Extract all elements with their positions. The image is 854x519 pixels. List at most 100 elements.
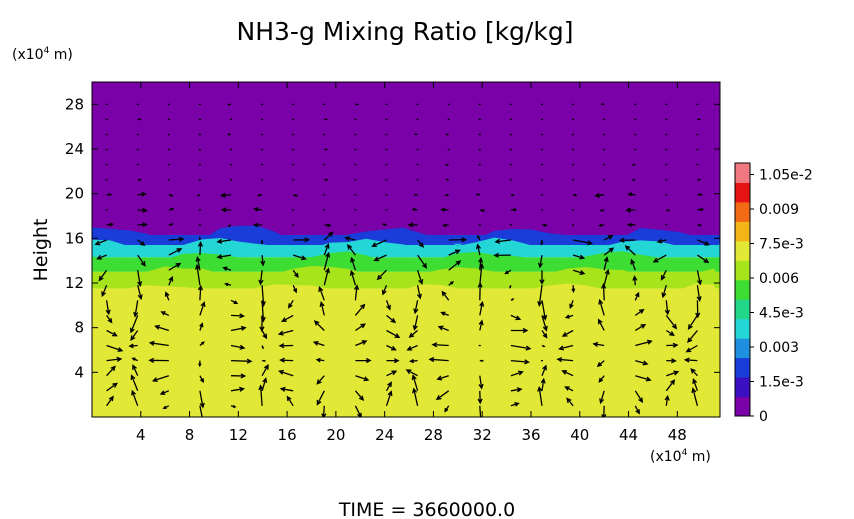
wind-vector-39 (692, 377, 699, 392)
wind-vector-210 (417, 254, 428, 269)
wind-vector-71 (428, 356, 449, 363)
y-axis-ticks: 4 8 12 16 20 24 28 (65, 95, 720, 381)
wind-vector-261 (137, 207, 148, 213)
wind-vector-24 (230, 386, 246, 392)
wind-vector-194 (539, 270, 545, 286)
layer-edge-1 (92, 225, 720, 246)
x-tick-label-9: 40 (570, 426, 589, 444)
chart-title: NH3-g Mixing Ratio [kg/kg] (237, 17, 574, 46)
wind-vector-43 (199, 375, 204, 384)
wind-vector-19 (691, 387, 699, 406)
wind-vector-135 (564, 314, 574, 319)
wind-vector-16 (601, 405, 607, 417)
wind-vector-404 (227, 103, 232, 106)
wind-vector-136 (598, 298, 605, 316)
wind-vector-117 (634, 323, 647, 332)
wind-vector-231 (448, 237, 468, 243)
wind-vector-17 (634, 405, 640, 415)
wind-vector-30 (411, 374, 419, 391)
wind-vector-174 (537, 285, 543, 307)
plot-area (92, 82, 720, 417)
wind-vector-247 (324, 223, 332, 228)
wind-vector-41 (132, 364, 139, 376)
wind-vector-230 (417, 239, 425, 248)
wind-vector-295 (572, 193, 578, 197)
wind-vector-235 (572, 239, 593, 246)
wind-vector-87 (312, 340, 325, 347)
wind-vector-101 (130, 330, 139, 341)
y-unit-label: (x104 m) (12, 46, 73, 63)
wind-vector-205 (260, 255, 266, 267)
wind-vector-96 (592, 341, 605, 348)
x-tick-label-5: 24 (375, 426, 394, 444)
wind-vector-27 (316, 390, 325, 406)
wind-vector-223 (198, 236, 201, 241)
wind-vector-138 (665, 315, 678, 330)
colorbar-frame (734, 162, 751, 417)
wind-vector-97 (635, 339, 653, 347)
wind-vector-79 (683, 357, 698, 363)
wind-vector-169 (381, 284, 388, 296)
wind-vector-53 (510, 370, 524, 377)
wind-vector-319 (697, 178, 702, 181)
layer-edge-2 (92, 237, 720, 254)
colorbar-tick-label-4: 0.006 (759, 271, 799, 287)
wind-vector-129 (386, 314, 397, 324)
wind-vector-45 (261, 364, 269, 377)
wind-vector-5 (258, 384, 264, 406)
colorbar-segment-12 (735, 163, 750, 183)
wind-vector-278 (666, 209, 671, 212)
wind-vector-81 (128, 343, 138, 349)
wind-vector-192 (478, 256, 484, 271)
wind-vector-190 (416, 270, 424, 285)
wind-vector-22 (159, 390, 170, 395)
wind-vector-237 (618, 237, 636, 243)
wind-vector-66 (279, 357, 294, 363)
wind-vector-128 (354, 303, 366, 316)
wind-vector-98 (666, 342, 679, 348)
x-tick-label-3: 16 (278, 426, 297, 444)
colorbar-ticks: 0 1.5e-3 0.003 4.5e-3 0.006 7.5e-3 0.009 1.05e-… (750, 168, 813, 425)
wind-vector-150 (413, 300, 419, 315)
wind-vector-10 (412, 387, 419, 406)
wind-vector-99 (685, 344, 698, 353)
layer-edge-4 (92, 266, 720, 282)
colorbar-segment-7 (735, 260, 750, 281)
wind-vector-254 (541, 223, 548, 227)
wind-vector-34 (540, 377, 546, 391)
wind-vector-257 (626, 222, 636, 227)
wind-vector-371 (445, 133, 449, 136)
wind-vector-46 (278, 369, 294, 377)
wind-vector-279 (697, 207, 705, 212)
wind-vector-177 (632, 275, 638, 286)
x-tick-label-4: 20 (326, 426, 345, 444)
wind-vector-18 (664, 394, 670, 406)
wind-vector-93 (510, 344, 532, 351)
wind-vector-181 (137, 270, 143, 288)
wind-vector-141 (133, 300, 139, 318)
wind-vector-242 (168, 223, 174, 226)
wind-vector-186 (292, 269, 299, 278)
wind-vector-165 (260, 285, 266, 307)
wind-vector-139 (687, 315, 698, 330)
wind-vector-12 (479, 405, 482, 417)
wind-vector-156 (601, 282, 607, 301)
wind-vector-31 (435, 390, 450, 401)
wind-vector-63 (198, 360, 202, 368)
wind-vector-153 (510, 298, 515, 301)
wind-vectors (94, 103, 711, 417)
wind-vector-38 (665, 379, 676, 392)
wind-vector-4 (230, 405, 237, 408)
layer-edge-6 (92, 310, 720, 327)
wind-vector-146 (288, 299, 294, 309)
wind-vector-209 (373, 254, 387, 262)
x-axis-ticks: 4 8 12 16 20 24 28 32 36 40 44 48 (136, 82, 687, 444)
wind-vector-13 (510, 402, 520, 407)
wind-vector-193 (504, 269, 512, 275)
wind-vector-225 (260, 239, 264, 245)
wind-vector-127 (319, 300, 325, 316)
colorbar-tick-label-5: 7.5e-3 (759, 237, 804, 253)
wind-vector-48 (355, 375, 370, 382)
wind-vector-64 (230, 358, 253, 364)
wind-vector-116 (597, 318, 605, 331)
